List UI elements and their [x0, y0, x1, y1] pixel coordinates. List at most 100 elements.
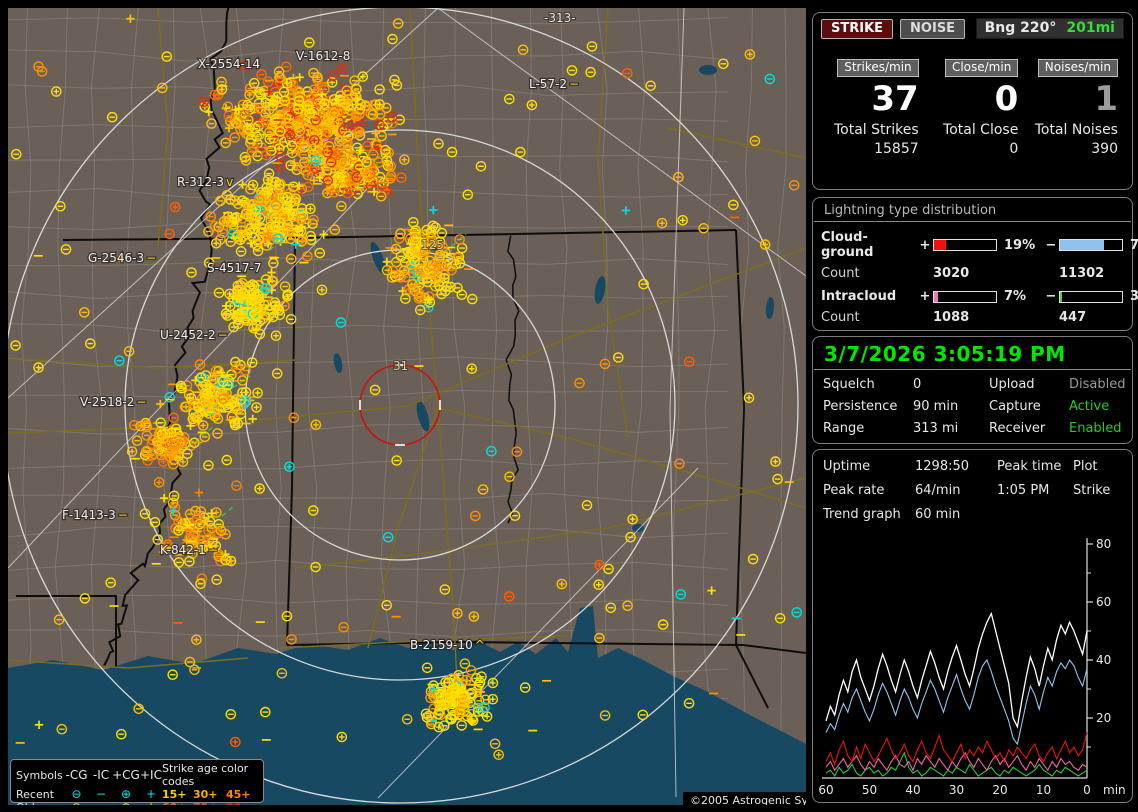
- peak-time-header: Peak time: [997, 459, 1062, 474]
- ic-positive-icon: +: [140, 801, 162, 806]
- peak-time-value: 1:05 PM: [997, 483, 1050, 498]
- noise-mode-button[interactable]: NOISE: [900, 18, 966, 39]
- minus-sign: −: [1045, 237, 1057, 253]
- upload-label: Upload: [989, 377, 1035, 392]
- noises-column: Noises/min 1 Total Noises 390: [1022, 56, 1122, 157]
- lake: [370, 241, 386, 275]
- total-strikes-value: 15857: [874, 141, 919, 157]
- strikes-column: Strikes/min 37 Total Strikes 15857: [823, 56, 923, 157]
- cloud-ground-label: Cloud-ground: [821, 230, 874, 260]
- storm-cell-label: X-2554-14: [198, 57, 260, 71]
- highways: [8, 8, 806, 699]
- strikes-per-min-chip: Strikes/min: [837, 59, 919, 77]
- strike-symbols-layer: [10, 14, 803, 761]
- plus-sign: +: [919, 289, 931, 304]
- uptime-value: 1298:50: [915, 459, 970, 474]
- ic-minus-pct: 3%: [1130, 289, 1138, 304]
- gulf-of-mexico: [8, 606, 806, 805]
- lightning-distribution-panel: Lightning type distribution Cloud-ground…: [812, 197, 1138, 331]
- y-tick-label: 20: [1096, 711, 1111, 725]
- legend-col-ic-pos: +IC: [140, 767, 162, 782]
- x-tick-label: 40: [905, 783, 920, 797]
- range-value: 313 mi: [913, 421, 959, 436]
- close-per-min-value: 0: [994, 79, 1019, 119]
- total-noises-value: 390: [1091, 141, 1118, 157]
- x-tick-label: 50: [862, 783, 877, 797]
- copyright-label: ©2005 Astrogenic Systems: [683, 792, 806, 805]
- storm-cell-label: V-1612-8: [296, 49, 350, 63]
- ic-plus-count: 1088: [933, 310, 970, 325]
- storm-cell-label: V-2518-2−: [80, 395, 146, 409]
- legend-age-header: Strike age color codes: [162, 762, 249, 788]
- mode-button-row: STRIKE NOISE Bng 220° 201mi: [813, 13, 1132, 39]
- status-panel: 3/7/2026 3:05:19 PM Squelch 0 Upload Dis…: [812, 336, 1133, 444]
- receiver-value: Enabled: [1069, 421, 1122, 436]
- trend-graph-row: Trend graph 60 min: [813, 507, 1132, 522]
- trend-series-cg-negative-per-min: [825, 658, 1088, 746]
- plot-header: Plot: [1073, 459, 1098, 474]
- minus-sign: −: [1045, 289, 1057, 304]
- bearing-readout: Bng 220° 201mi: [975, 18, 1124, 39]
- lightning-map[interactable]: -313- 125 31 X-2554-14 V-1612-8 L-57-2− R-312-…: [8, 8, 806, 805]
- ic-minus-count: 447: [1059, 310, 1087, 325]
- ic-minus-bar: [1059, 290, 1123, 303]
- water-areas: [8, 65, 806, 805]
- map-labels: -313- 125 31 X-2554-14 V-1612-8 L-57-2 − R-312-…: [61, 10, 581, 653]
- storm-cell-label: K-842-1−: [160, 543, 218, 557]
- range-ring-label: 31: [393, 359, 408, 373]
- trend-series-cg-positive-per-min: [825, 732, 1088, 767]
- total-noises-label: Total Noises: [1034, 122, 1118, 138]
- cloud-ground-count-row: Count 3020 11302: [813, 266, 1132, 281]
- x-axis-unit: min: [1103, 783, 1126, 797]
- uptime-label: Uptime: [823, 459, 871, 474]
- trend-graph-value: 60 min: [915, 507, 961, 522]
- ic-negative-icon: −: [95, 787, 107, 801]
- storm-cell-label: R-312-3 v: [177, 175, 233, 189]
- legend-col-cg-pos: +CG: [112, 767, 140, 782]
- receiver-label: Receiver: [989, 421, 1046, 436]
- x-tick-label: 20: [992, 783, 1007, 797]
- capture-value: Active: [1069, 399, 1110, 414]
- persistence-label: Persistence: [823, 399, 898, 414]
- persistence-value: 90 min: [913, 399, 959, 414]
- map-legend: Symbols -CG -IC +CG +IC Strike age color…: [10, 759, 264, 806]
- trend-series-total-strikes-per-min: [825, 611, 1088, 729]
- legend-old-label: Old: [16, 801, 63, 805]
- x-tick-label: 0: [1083, 783, 1091, 797]
- squelch-label: Squelch: [823, 377, 875, 392]
- squelch-value: 0: [913, 377, 922, 392]
- total-close-label: Total Close: [943, 122, 1019, 138]
- cg-minus-count: 11302: [1059, 266, 1105, 281]
- ic-negative-icon: −: [90, 801, 112, 806]
- total-close-value: 0: [1009, 141, 1019, 157]
- map-canvas: -313- 125 31 X-2554-14 V-1612-8 L-57-2 − R-312-…: [8, 8, 806, 805]
- cg-positive-icon: ⊕: [120, 787, 132, 801]
- cg-positive-icon: ⊕: [112, 801, 140, 806]
- status-row-range: Range 313 mi Receiver Enabled: [813, 421, 1132, 436]
- legend-row-old: Old ⊖ − ⊕ + 60+ 75+ 90+: [16, 801, 258, 806]
- ic-plus-pct: 7%: [1004, 289, 1027, 304]
- trend-series-ic-positive-per-min: [825, 751, 1088, 772]
- strike-mode-button[interactable]: STRIKE: [821, 18, 894, 39]
- storm-cell-label: U-2452-2−: [160, 328, 228, 342]
- cg-minus-bar: [1059, 239, 1123, 251]
- total-strikes-label: Total Strikes: [833, 122, 919, 138]
- storm-cell-label: F-1413-3−: [62, 508, 128, 522]
- bearing-label: Bng 220°: [984, 20, 1057, 36]
- close-column: Close/min 0 Total Close 0: [923, 56, 1023, 157]
- status-row-squelch: Squelch 0 Upload Disabled: [813, 377, 1132, 392]
- trend-graph-label: Trend graph: [823, 507, 901, 522]
- ic-positive-icon: +: [145, 787, 157, 801]
- lake: [594, 276, 606, 304]
- age-30: 30+: [193, 788, 218, 801]
- x-tick-label: 10: [1036, 783, 1051, 797]
- cg-negative-icon: ⊖: [63, 801, 90, 806]
- trend-series-ic-negative-per-min: [825, 751, 1088, 778]
- range-ring-label: -313-: [544, 11, 576, 25]
- close-per-min-chip: Close/min: [944, 59, 1019, 77]
- lake: [699, 65, 717, 75]
- intracloud-count-row: Count 1088 447: [813, 310, 1132, 325]
- peak-rate-value: 64/min: [915, 483, 961, 498]
- trend-graph: 20 40 60 80 60 50 40 30 20 10 0 min: [818, 537, 1126, 797]
